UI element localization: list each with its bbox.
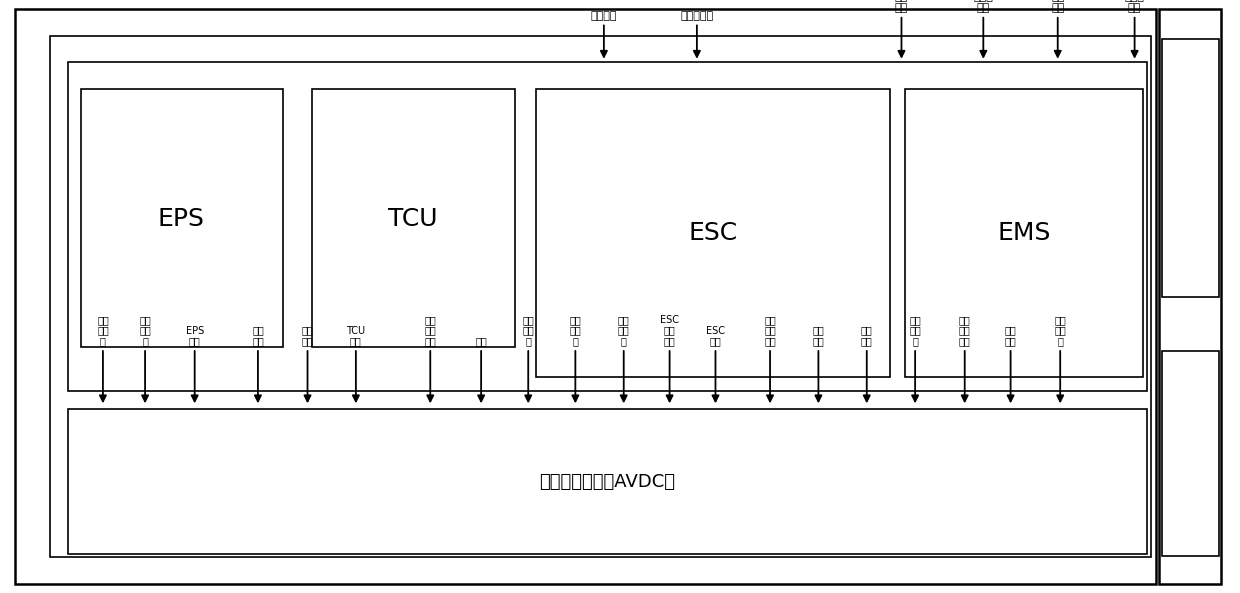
Text: 期望减速度: 期望减速度 xyxy=(681,11,713,21)
FancyBboxPatch shape xyxy=(312,89,515,347)
Text: 指示
扭矩: 指示 扭矩 xyxy=(812,326,825,346)
Text: 快扭
使能: 快扭 使能 xyxy=(895,0,908,13)
FancyBboxPatch shape xyxy=(905,89,1143,377)
Text: 最大
可调
扭矩: 最大 可调 扭矩 xyxy=(959,315,971,346)
FancyBboxPatch shape xyxy=(1162,351,1219,556)
Text: ESC
故障: ESC 故障 xyxy=(706,326,725,346)
Text: 油门
蹏板
位置: 油门 蹏板 位置 xyxy=(764,315,776,346)
FancyBboxPatch shape xyxy=(1159,9,1221,584)
Text: 减速使能: 减速使能 xyxy=(590,11,618,21)
Text: EMS: EMS xyxy=(997,221,1052,245)
Text: 制动
状态: 制动 状态 xyxy=(1004,326,1017,346)
Text: 慢扭期
望值: 慢扭期 望值 xyxy=(1125,0,1145,13)
FancyBboxPatch shape xyxy=(68,409,1147,554)
FancyBboxPatch shape xyxy=(1162,39,1219,296)
Text: 快扭期
望值: 快扭期 望值 xyxy=(973,0,993,13)
Text: 摩擦
扭矩: 摩擦 扭矩 xyxy=(861,326,873,346)
Text: 档位
信号: 档位 信号 xyxy=(301,326,314,346)
FancyBboxPatch shape xyxy=(15,9,1156,584)
Text: 发动
机转
速: 发动 机转 速 xyxy=(909,315,921,346)
Text: 车速: 车速 xyxy=(475,336,487,346)
Text: 转向
助力
矩: 转向 助力 矩 xyxy=(139,315,151,346)
Text: 方向
盘转
角: 方向 盘转 角 xyxy=(97,315,109,346)
Text: ESC: ESC xyxy=(688,221,738,245)
Text: TCU
故障: TCU 故障 xyxy=(346,326,366,346)
FancyBboxPatch shape xyxy=(81,89,283,347)
FancyBboxPatch shape xyxy=(68,62,1147,391)
Text: ESC
工作
标志: ESC 工作 标志 xyxy=(660,315,680,346)
Text: 慢扭
使能: 慢扭 使能 xyxy=(1052,0,1064,13)
Text: 纵向
加速
度: 纵向 加速 度 xyxy=(522,315,534,346)
Text: TCU: TCU xyxy=(388,208,438,231)
Text: EPS: EPS xyxy=(157,208,205,231)
FancyBboxPatch shape xyxy=(50,36,1151,557)
Text: 横摇
角速
度: 横摇 角速 度 xyxy=(618,315,630,346)
Text: EPS
故障: EPS 故障 xyxy=(186,326,203,346)
FancyBboxPatch shape xyxy=(536,89,890,377)
Text: 侧向
加速
度: 侧向 加速 度 xyxy=(569,315,582,346)
Text: 浡轮
转速: 浡轮 转速 xyxy=(252,326,264,346)
Text: 发动
机故
障: 发动 机故 障 xyxy=(1054,315,1066,346)
Text: 制动
主缸
压力: 制动 主缸 压力 xyxy=(424,315,436,346)
Text: 电子装置（包含AVDC）: 电子装置（包含AVDC） xyxy=(539,473,676,491)
